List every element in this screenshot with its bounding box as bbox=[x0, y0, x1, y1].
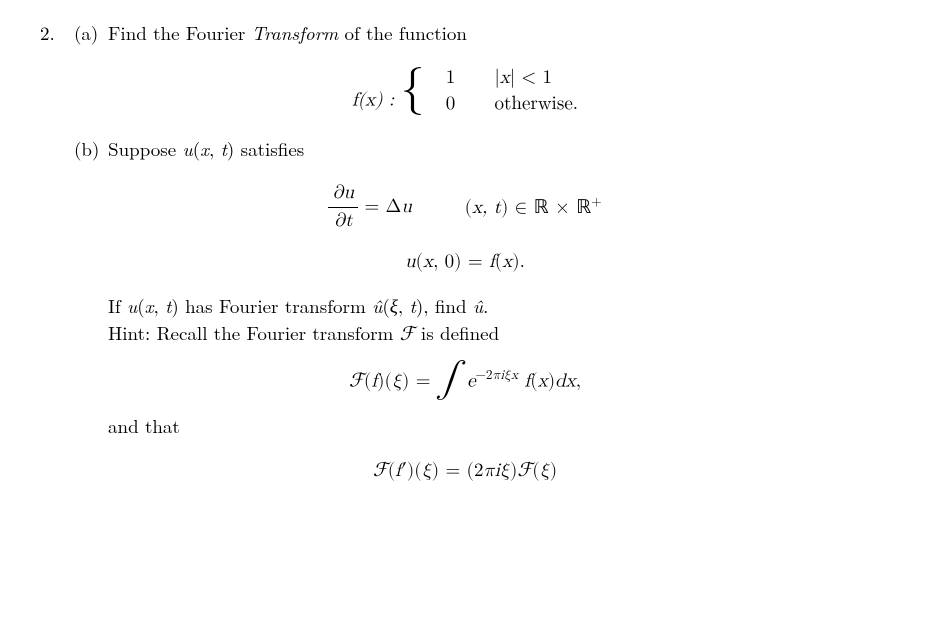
part-a-text: Find the Fourier Transform of the functi… bbox=[108, 20, 890, 47]
question-number: 2. bbox=[40, 20, 74, 47]
text: of the function bbox=[338, 19, 467, 46]
part-b-text: Suppose u(x, t) satisfies bbox=[108, 136, 890, 163]
fraction: ∂u ∂t bbox=[328, 180, 358, 236]
left-brace-icon: { bbox=[400, 65, 424, 113]
text: is defined bbox=[415, 319, 500, 346]
args: (x, t) bbox=[193, 135, 235, 162]
question-2a-line: 2. (a) Find the Fourier Transform of the… bbox=[40, 20, 890, 47]
exponent: −2πiξx bbox=[476, 368, 519, 382]
hint-line: Hint: Recall the Fourier transform ℱ is … bbox=[108, 320, 890, 349]
var-u: u bbox=[183, 135, 193, 162]
equation-fourier-def: ℱ(f)(ξ) = ∫ e−2πiξx f(x)dx, bbox=[40, 366, 890, 395]
part-a-label: (a) bbox=[74, 20, 108, 47]
case-condition: otherwise. bbox=[471, 91, 579, 118]
question-2b-line: (b) Suppose u(x, t) satisfies bbox=[40, 136, 890, 163]
text: has Fourier transform bbox=[179, 292, 372, 319]
numerator: ∂u bbox=[332, 183, 354, 202]
equation-heat: ∂u ∂t = Δu (x, t) ∈ ℝ × ℝ+ bbox=[40, 180, 890, 236]
denominator: ∂t bbox=[334, 211, 353, 230]
domain: (x, t) ∈ ℝ × ℝ+ bbox=[465, 198, 602, 217]
cases: 1 |x| < 1 0 otherwise. bbox=[431, 65, 579, 118]
text: Suppose bbox=[108, 135, 183, 162]
part-b-line3: If u(x, t) has Fourier transform û(ξ, t)… bbox=[108, 293, 890, 320]
equation-f-piecewise: f(x) : { 1 |x| < 1 0 otherwise. bbox=[40, 65, 890, 118]
case-value: 1 bbox=[431, 65, 471, 92]
eq-lhs: f(x) : bbox=[352, 90, 401, 109]
eq-rhs: = Δu bbox=[364, 198, 412, 217]
text: If bbox=[108, 292, 127, 319]
text-italic: Transform bbox=[252, 19, 338, 46]
equation-ic: u(x, 0) = f(x). bbox=[40, 249, 890, 276]
text: Hint: Recall the Fourier transform bbox=[108, 319, 400, 346]
integral-icon: ∫ bbox=[437, 368, 461, 390]
and-that-line: and that bbox=[108, 413, 890, 440]
case-condition: |x| < 1 bbox=[471, 65, 553, 92]
text: satisfies bbox=[234, 135, 304, 162]
script-F: ℱ bbox=[400, 324, 415, 345]
part-b-label: (b) bbox=[74, 136, 108, 163]
case-value: 0 bbox=[431, 91, 471, 118]
equation-fourier-deriv: ℱ(f′)(ξ) = (2πiξ)ℱ(ξ) bbox=[40, 458, 890, 485]
text: Find the Fourier bbox=[108, 19, 252, 46]
piecewise-brace: { 1 |x| < 1 0 otherwise. bbox=[400, 65, 578, 118]
